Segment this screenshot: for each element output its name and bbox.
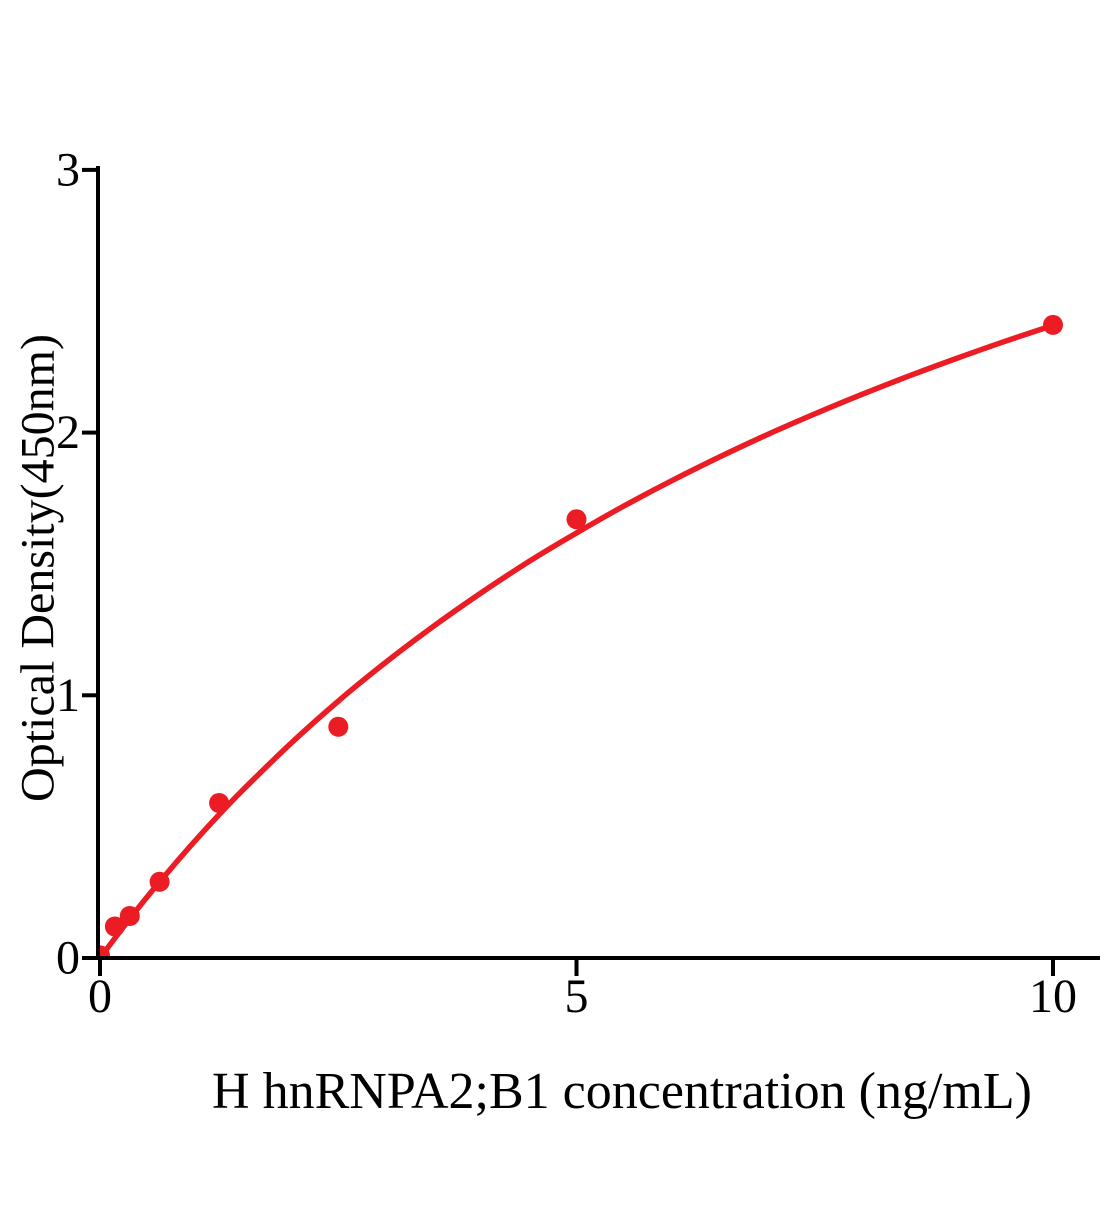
data-point bbox=[566, 509, 587, 530]
fitted-curve bbox=[98, 322, 1056, 957]
chart-data-layer bbox=[98, 314, 1063, 957]
chart-ticklabel-layer: 0 1 2 3 0 5 10 bbox=[56, 143, 1077, 1023]
x-axis-title: H hnRNPA2;B1 concentration (ng/mL) bbox=[212, 1063, 1032, 1120]
data-point bbox=[1043, 314, 1063, 335]
data-point bbox=[209, 793, 230, 813]
data-point bbox=[104, 916, 125, 937]
y-tick-label: 0 bbox=[56, 932, 80, 985]
y-tick-label: 1 bbox=[56, 669, 80, 722]
y-tick-label: 3 bbox=[56, 143, 80, 196]
data-point bbox=[98, 945, 110, 957]
data-point bbox=[149, 871, 170, 892]
y-tick-label: 2 bbox=[56, 406, 80, 459]
chart-axes-layer bbox=[82, 166, 1100, 976]
data-point bbox=[328, 716, 349, 737]
x-tick-label: 10 bbox=[1029, 970, 1077, 1023]
x-tick-label: 0 bbox=[88, 970, 112, 1023]
data-point bbox=[119, 906, 140, 926]
x-tick-label: 5 bbox=[565, 970, 589, 1023]
y-axis-title: Optical Density(450nm) bbox=[12, 334, 65, 802]
